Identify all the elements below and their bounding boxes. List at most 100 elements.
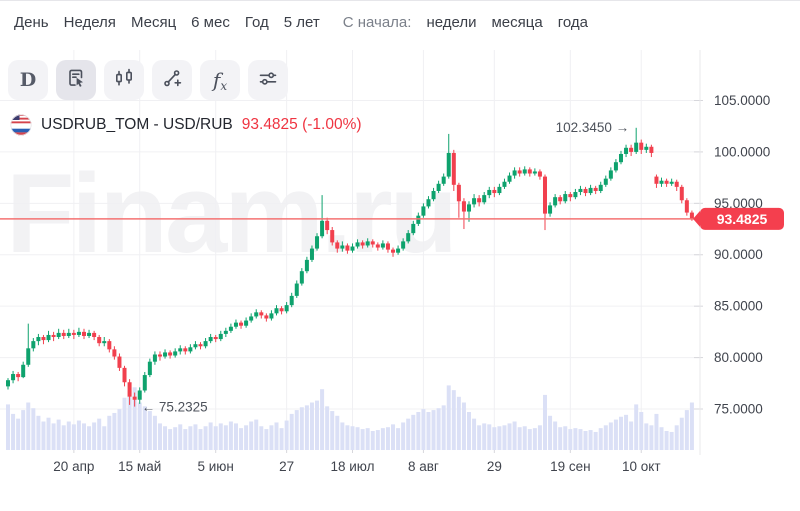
candle-body: [553, 197, 558, 206]
period-year[interactable]: Год: [244, 14, 269, 31]
since-year[interactable]: года: [557, 14, 588, 31]
candle-body: [208, 337, 213, 342]
candle-body: [593, 187, 598, 191]
volume-bar: [618, 416, 623, 450]
note-cursor-icon: [65, 67, 87, 94]
candle-body: [512, 170, 517, 176]
volume-bar: [679, 417, 684, 450]
candle-body: [102, 341, 107, 344]
period-month[interactable]: Месяц: [130, 14, 177, 31]
volume-bar: [406, 418, 411, 450]
volume-bar: [684, 410, 689, 450]
candle-body: [456, 184, 461, 202]
volume-bar: [299, 407, 304, 450]
volume-bar: [320, 389, 325, 450]
watermark: Finam.ru: [6, 151, 455, 276]
volume-bar: [269, 425, 274, 450]
volume-bar: [674, 425, 679, 450]
candle-body: [436, 183, 441, 191]
volume-bar: [264, 429, 269, 450]
period-6m[interactable]: 6 мес: [191, 14, 230, 31]
volume-bar: [467, 412, 472, 450]
volume-bar: [168, 429, 173, 450]
volume-bar: [142, 406, 147, 450]
volume-bar: [51, 423, 56, 450]
trendline-plus-icon: [161, 67, 183, 94]
volume-bar: [472, 418, 477, 450]
object-tree-button[interactable]: [56, 60, 96, 100]
volume-bar: [213, 426, 218, 450]
candle-body: [603, 178, 608, 185]
y-axis-label: 85.0000: [714, 299, 763, 314]
period-5y[interactable]: 5 лет: [283, 14, 320, 31]
volume-bar: [152, 415, 157, 450]
candle-body: [51, 334, 56, 338]
volume-bar: [629, 421, 634, 450]
since-month[interactable]: месяца: [491, 14, 543, 31]
volume-bar: [385, 427, 390, 450]
volume-bar: [441, 405, 446, 450]
volume-bar: [279, 428, 284, 450]
volume-bar: [112, 412, 117, 450]
candle-body: [87, 332, 92, 336]
volume-bar: [233, 423, 238, 450]
candle-body: [522, 169, 527, 174]
volume-bar: [487, 424, 492, 450]
draw-trendline-button[interactable]: [152, 60, 192, 100]
candle-body: [644, 146, 649, 150]
volume-bar: [249, 421, 254, 450]
period-day[interactable]: День: [14, 14, 49, 31]
candle-body: [173, 351, 178, 356]
candle-body: [97, 337, 102, 344]
volume-bar: [56, 419, 61, 450]
candle-body: [649, 146, 654, 153]
y-axis-label: 75.0000: [714, 401, 763, 416]
volume-bar: [558, 427, 563, 450]
candle-body: [218, 333, 223, 340]
candle-body: [385, 243, 390, 250]
volume-bar: [36, 415, 41, 450]
candle-body: [573, 192, 578, 198]
volume-bar: [446, 385, 451, 450]
candle-body: [472, 198, 477, 205]
candle-body: [487, 189, 492, 196]
candle-body: [502, 181, 507, 187]
settings-button[interactable]: [248, 60, 288, 100]
candle-body: [588, 187, 593, 194]
candle-body: [391, 249, 396, 253]
instrument-legend[interactable]: USDRUB_TOM - USD/RUB 93.4825 (-1.00%): [10, 114, 362, 136]
candle-body: [223, 330, 228, 334]
volume-bar: [689, 402, 694, 450]
candle-body: [507, 175, 512, 182]
volume-bar: [517, 427, 522, 450]
volume-bar: [426, 412, 431, 450]
x-axis-label: 15 май: [118, 459, 161, 474]
chart-type-button[interactable]: [104, 60, 144, 100]
interval-button[interactable]: D: [8, 60, 48, 100]
volume-bar: [664, 431, 669, 450]
candle-body: [330, 230, 335, 243]
volume-bar: [92, 422, 97, 450]
volume-bar: [203, 426, 208, 450]
candle-body: [578, 188, 583, 193]
volume-bar: [325, 406, 330, 450]
volume-bar: [598, 428, 603, 450]
period-week[interactable]: Неделя: [63, 14, 116, 31]
candle-body: [664, 180, 669, 184]
candle-body: [563, 194, 568, 202]
candle-body: [467, 204, 472, 212]
x-axis-label: 20 апр: [53, 459, 94, 474]
candle-body: [61, 332, 66, 336]
x-axis-label: 5 июн: [198, 459, 234, 474]
since-week[interactable]: недели: [426, 14, 477, 31]
volume-bar: [578, 429, 583, 450]
candle-body: [188, 347, 193, 352]
volume-bar: [639, 412, 644, 450]
candle-body: [684, 200, 689, 213]
volume-bar: [573, 428, 578, 450]
y-axis-label: 80.0000: [714, 350, 763, 365]
volume-bar: [223, 425, 228, 450]
candle-body: [264, 315, 269, 319]
